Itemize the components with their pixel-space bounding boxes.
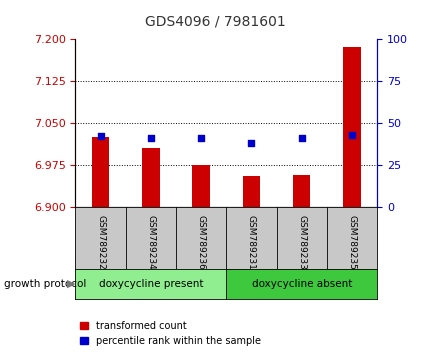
Bar xyxy=(242,176,260,207)
Text: GSM789236: GSM789236 xyxy=(196,215,205,269)
Point xyxy=(97,133,104,139)
Point xyxy=(298,135,304,141)
Text: growth protocol: growth protocol xyxy=(4,279,86,289)
Text: GSM789235: GSM789235 xyxy=(347,215,356,269)
Text: GSM789232: GSM789232 xyxy=(96,215,105,269)
Text: GSM789233: GSM789233 xyxy=(297,215,305,269)
Text: doxycycline absent: doxycycline absent xyxy=(251,279,351,289)
Bar xyxy=(292,175,310,207)
Point xyxy=(348,132,355,138)
Text: GSM789234: GSM789234 xyxy=(146,215,155,269)
Text: ▶: ▶ xyxy=(67,279,75,289)
Text: doxycycline present: doxycycline present xyxy=(98,279,203,289)
Point xyxy=(197,135,204,141)
Text: GDS4096 / 7981601: GDS4096 / 7981601 xyxy=(145,14,285,28)
Bar xyxy=(92,137,109,207)
Bar xyxy=(142,148,159,207)
Point xyxy=(247,141,254,146)
Text: GSM789231: GSM789231 xyxy=(246,215,255,269)
Point xyxy=(147,135,154,141)
Bar xyxy=(342,47,360,207)
Legend: transformed count, percentile rank within the sample: transformed count, percentile rank withi… xyxy=(80,321,260,346)
Bar xyxy=(192,165,209,207)
